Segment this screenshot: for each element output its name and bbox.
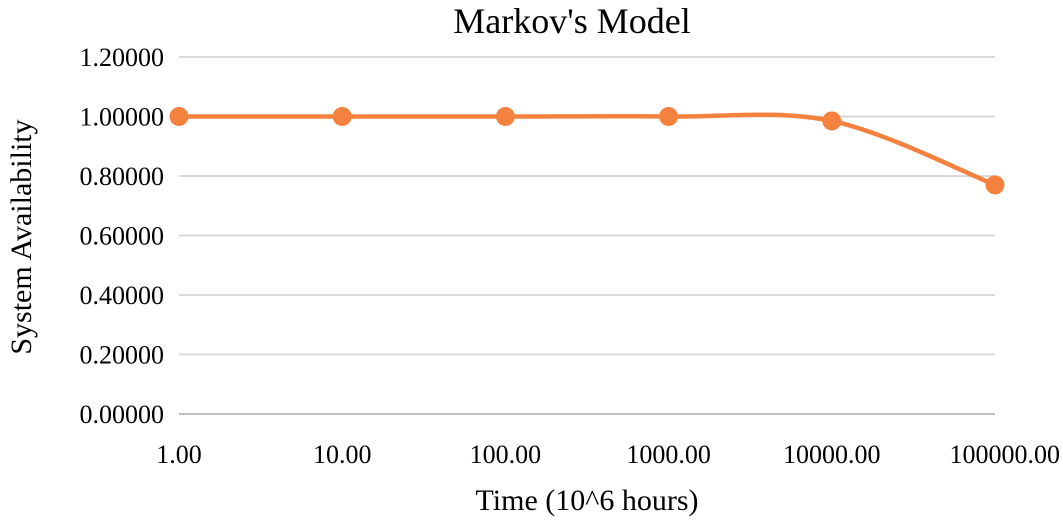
x-tick-label: 10.00 xyxy=(313,440,372,469)
gridlines xyxy=(179,56,995,356)
data-point xyxy=(985,175,1005,195)
data-point xyxy=(495,107,515,126)
y-tick-label: 0.80000 xyxy=(80,162,165,191)
data-point xyxy=(332,107,352,126)
data-point xyxy=(169,107,189,126)
x-tick-label: 100000.00 xyxy=(950,440,1061,469)
y-tick-label: 0.20000 xyxy=(80,341,165,370)
x-tick-labels: 1.00 10.00 100.00 1000.00 10000.00 100000.00 xyxy=(156,440,1060,469)
y-tick-label: 0.60000 xyxy=(80,222,165,251)
y-tick-label: 0.00000 xyxy=(80,400,165,429)
x-tick-label: 1000.00 xyxy=(626,440,711,469)
y-axis-title: System Availability xyxy=(5,119,38,354)
y-tick-label: 1.00000 xyxy=(80,103,165,132)
y-tick-label: 1.20000 xyxy=(80,43,165,72)
data-point xyxy=(822,111,842,131)
x-tick-label: 100.00 xyxy=(470,440,542,469)
data-point xyxy=(659,107,679,126)
chart-title: Markov's Model xyxy=(453,1,690,41)
x-axis-title: Time (10^6 hours) xyxy=(476,484,699,517)
x-tick-label: 10000.00 xyxy=(783,440,881,469)
y-tick-label: 0.40000 xyxy=(80,281,165,310)
series-line xyxy=(176,112,998,188)
series-lines xyxy=(176,112,998,188)
data-points xyxy=(169,107,1005,195)
y-tick-labels: 0.00000 0.20000 0.40000 0.60000 0.80000 1.000… xyxy=(80,43,165,429)
x-tick-label: 1.00 xyxy=(156,440,202,469)
